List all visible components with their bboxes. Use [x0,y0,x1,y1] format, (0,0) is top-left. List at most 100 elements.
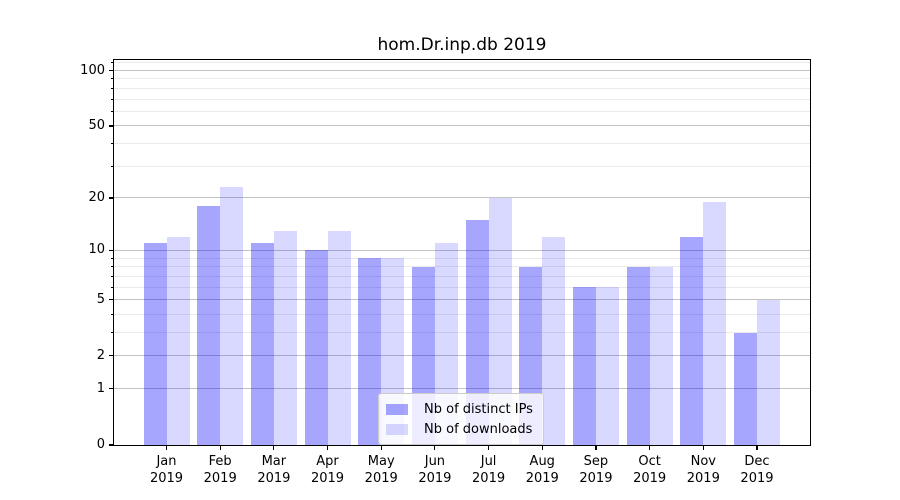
y-tick-label: 20 [88,189,105,205]
x-tick-mark [487,445,490,450]
x-tick-mark [756,445,758,450]
minor-gridline [114,286,810,288]
y-minor-tick-mark [111,275,114,277]
major-gridline [114,197,810,199]
major-gridline [114,388,810,390]
y-minor-tick-mark [111,332,114,334]
minor-gridline [114,143,810,145]
x-tick-mark [434,445,436,450]
bar-distinct-ips-dec [733,332,757,445]
bar-downloads-dec [756,299,780,445]
bar-downloads-jan [166,236,190,445]
major-gridline [114,125,810,127]
x-tick-label: Oct 2019 [633,454,667,486]
chart-title: hom.Dr.inp.db 2019 [377,35,547,55]
x-tick-label: Nov 2019 [686,454,720,486]
minor-gridline [114,98,810,100]
y-minor-tick-mark [111,110,114,112]
legend-swatch-distinct-ips [386,403,408,415]
minor-gridline [114,266,810,268]
x-tick-mark [541,445,543,450]
legend-label-downloads: Nb of downloads [424,421,533,437]
minor-gridline [114,275,810,277]
major-gridline [114,299,810,301]
bar-distinct-ips-may [358,258,382,445]
y-tick-mark [109,69,114,72]
y-minor-tick-mark [111,87,114,89]
minor-gridline [114,313,810,315]
y-tick-mark [109,299,114,301]
y-tick-mark [109,355,114,357]
x-tick-label: Aug 2019 [525,454,559,486]
legend-swatch-downloads [386,423,408,435]
y-tick-label: 10 [88,242,105,258]
legend-entry-downloads: Nb of downloads [386,419,533,439]
y-tick-label: 50 [88,117,105,133]
y-minor-tick-mark [111,78,114,80]
legend-entry-distinct-ips: Nb of distinct IPs [386,399,533,419]
x-tick-mark [326,445,329,450]
bar-downloads-nov [703,201,727,445]
x-tick-label: Mar 2019 [257,454,291,486]
y-tick-label: 0 [96,437,105,452]
bar-downloads-mar [273,230,297,445]
x-tick-mark [649,445,651,450]
y-minor-tick-mark [111,143,114,145]
y-minor-tick-mark [111,257,114,259]
x-tick-label: Feb 2019 [203,454,237,486]
y-tick-mark [109,388,114,390]
minor-gridline [114,332,810,334]
x-tick-label: Jun 2019 [418,454,452,486]
y-minor-tick-mark [111,286,114,288]
y-tick-mark [109,197,114,199]
x-tick-mark [273,445,275,450]
major-gridline [114,249,810,251]
x-tick-label: Apr 2019 [310,454,345,486]
x-tick-mark [702,445,704,450]
bar-downloads-oct [649,266,673,445]
bar-distinct-ips-feb [197,206,221,445]
y-tick-mark [109,249,114,252]
y-minor-tick-mark [111,62,114,64]
x-tick-label: Dec 2019 [740,454,774,486]
x-tick-mark [165,445,168,450]
x-tick-mark [219,445,221,450]
y-tick-label: 5 [96,291,105,307]
x-tick-mark [595,445,597,450]
y-tick-label: 2 [96,347,105,363]
minor-gridline [114,257,810,259]
bar-downloads-jul [488,197,512,445]
bar-distinct-ips-jul [465,220,489,445]
bar-downloads-aug [542,236,566,445]
x-tick-mark [380,445,382,450]
major-gridline [114,355,810,357]
minor-gridline [114,78,810,80]
bar-downloads-feb [220,187,244,445]
bar-downloads-apr [327,230,351,445]
x-tick-label: Jan 2019 [149,454,184,486]
bar-distinct-ips-nov [680,236,704,445]
y-minor-tick-mark [111,165,114,167]
y-tick-label: 1 [96,380,105,396]
y-tick-label: 100 [80,62,105,78]
y-tick-mark [109,444,114,446]
bar-distinct-ips-oct [626,266,650,445]
bar-distinct-ips-sep [572,287,596,445]
legend-label-distinct-ips: Nb of distinct IPs [424,401,533,417]
minor-gridline [114,62,810,64]
y-minor-tick-mark [111,313,114,315]
minor-gridline [114,110,810,112]
bar-distinct-ips-mar [250,243,274,445]
bar-distinct-ips-apr [304,250,328,445]
legend: Nb of distinct IPs Nb of downloads [378,393,544,445]
bar-distinct-ips-jan [143,243,167,445]
y-minor-tick-mark [111,98,114,100]
x-tick-label: Jul 2019 [472,454,506,486]
major-gridline [114,70,810,72]
minor-gridline [114,165,810,167]
y-tick-mark [109,125,114,127]
x-tick-label: Sep 2019 [579,454,613,486]
bar-downloads-sep [595,287,619,445]
minor-gridline [114,87,810,89]
